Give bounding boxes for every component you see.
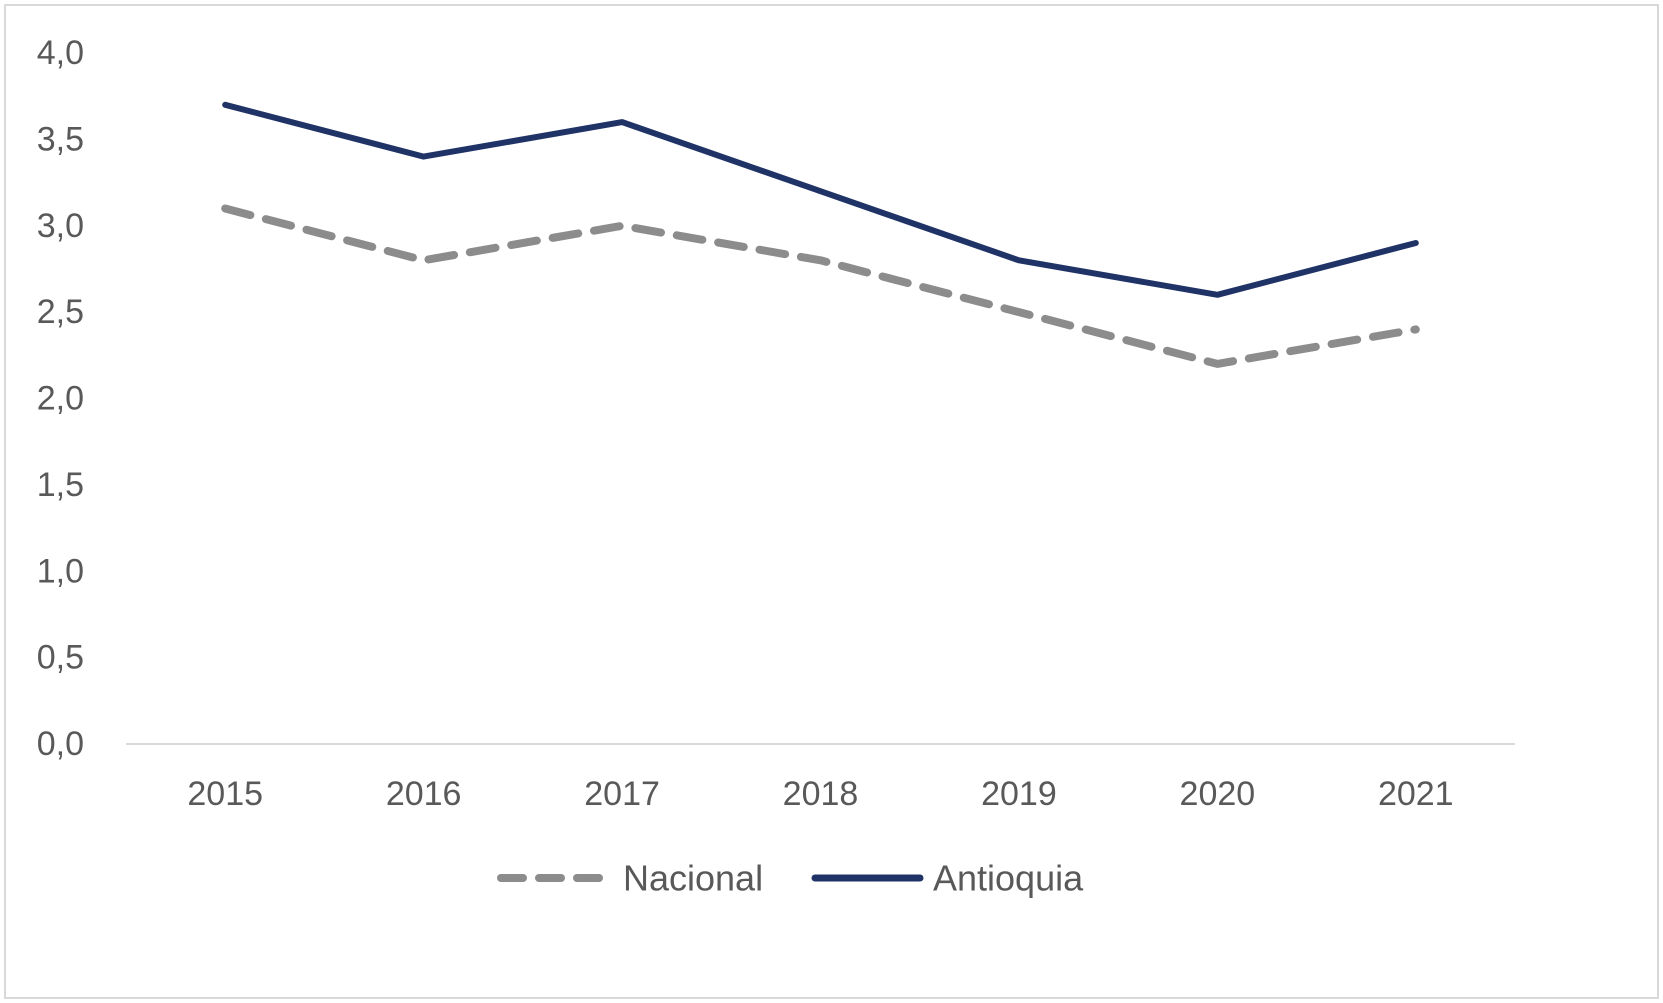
x-tick-label: 2017 — [584, 775, 660, 813]
legend-item-nacional: Nacional — [497, 858, 763, 899]
x-tick-label: 2018 — [783, 775, 859, 813]
x-tick-label: 2020 — [1180, 775, 1256, 813]
y-tick-label: 1,0 — [37, 552, 84, 590]
x-tick-label: 2016 — [386, 775, 462, 813]
legend-label: Antioquia — [933, 858, 1084, 899]
x-tick-label: 2019 — [981, 775, 1057, 813]
legend-item-antioquia: Antioquia — [811, 858, 1084, 899]
series-line-antioquia — [222, 101, 1419, 298]
y-tick-label: 2,5 — [37, 293, 84, 331]
series-line-nacional — [221, 204, 1420, 368]
y-tick-label: 0,5 — [37, 639, 84, 677]
x-axis-tick-labels: 2015 2016 2017 2018 2019 2020 2021 — [187, 775, 1453, 813]
y-tick-label: 3,5 — [37, 120, 84, 158]
legend: Nacional Antioquia — [497, 858, 1084, 899]
y-tick-label: 2,0 — [37, 380, 84, 418]
y-tick-label: 4,0 — [37, 34, 84, 72]
series-lines — [221, 101, 1420, 368]
line-chart: 0,0 0,5 1,0 1,5 2,0 2,5 3,0 3,5 4,0 2015 2016 2017… — [37, 34, 1515, 899]
x-tick-label: 2015 — [187, 775, 263, 813]
legend-label: Nacional — [623, 858, 763, 899]
x-tick-label: 2021 — [1378, 775, 1454, 813]
y-tick-label: 1,5 — [37, 466, 84, 504]
y-tick-label: 3,0 — [37, 207, 84, 245]
y-tick-label: 0,0 — [37, 725, 84, 763]
y-axis-tick-labels: 0,0 0,5 1,0 1,5 2,0 2,5 3,0 3,5 4,0 — [37, 34, 84, 763]
chart-frame: 0,0 0,5 1,0 1,5 2,0 2,5 3,0 3,5 4,0 2015 2016 2017… — [4, 4, 1659, 999]
